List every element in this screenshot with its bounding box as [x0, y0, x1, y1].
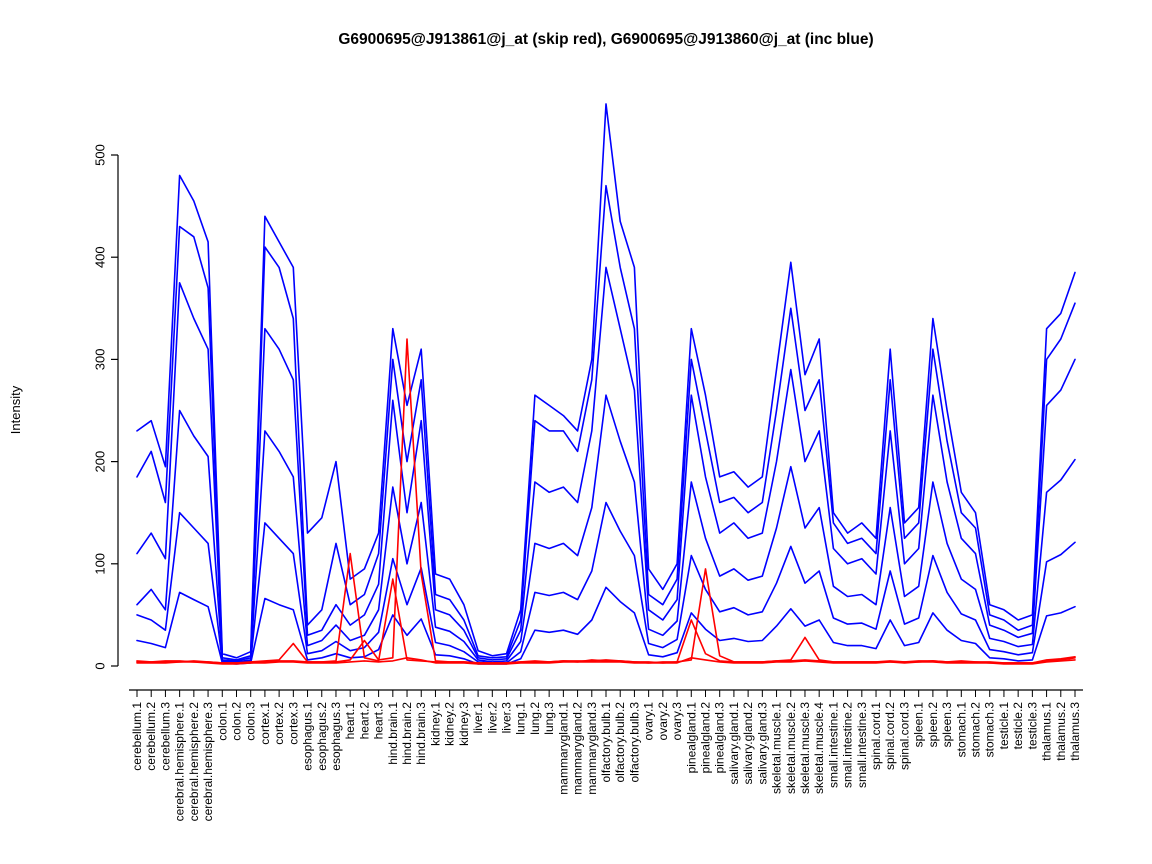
y-tick-label: 300	[93, 349, 108, 371]
series-line-inc-6	[136, 586, 1076, 665]
x-tick-label: cortex.3	[286, 702, 300, 745]
x-tick-label: salivary.gland.3	[755, 702, 769, 785]
x-tick-label: testicle.3	[1025, 702, 1039, 750]
x-tick-label: hind.brain.3	[414, 702, 428, 765]
x-tick-label: olfactory.bulb.3	[627, 702, 641, 783]
x-tick-label: spleen.1	[912, 702, 926, 748]
x-tick-label: thalamus.1	[1040, 702, 1054, 761]
x-tick-label: mammarygland.1	[556, 702, 570, 795]
x-tick-label: cortex.1	[258, 702, 272, 745]
x-tick-label: small.intestine.1	[826, 702, 840, 788]
x-tick-label: pinealgland.3	[713, 702, 727, 774]
x-tick-label: spleen.3	[940, 702, 954, 748]
series-line-inc-4	[136, 394, 1076, 663]
x-tick-label: esophagus.1	[301, 702, 315, 771]
x-tick-label: ovary.3	[670, 702, 684, 741]
x-tick-label: lung.1	[514, 702, 528, 735]
x-tick-label: cerebral.hemisphere.1	[173, 702, 187, 822]
x-tick-label: cortex.2	[272, 702, 286, 745]
y-tick-label: 200	[93, 451, 108, 473]
x-tick-label: heart.3	[372, 702, 386, 740]
x-tick-label: cerebral.hemisphere.2	[187, 702, 201, 822]
x-tick-label: spinal.cord.1	[869, 702, 883, 770]
x-tick-label: liver.1	[471, 702, 485, 734]
x-tick-label: colon.2	[229, 702, 243, 741]
x-tick-label: ovary.1	[642, 702, 656, 741]
series-line-inc-5	[136, 501, 1076, 664]
x-tick-label: kidney.1	[428, 702, 442, 746]
x-tick-label: stomach.1	[954, 702, 968, 758]
x-tick-label: olfactory.bulb.1	[599, 702, 613, 783]
x-tick-label: skeletal.muscle.2	[784, 702, 798, 794]
x-tick-label: olfactory.bulb.2	[613, 702, 627, 783]
series-line-inc-2	[136, 184, 1076, 661]
x-tick-label: hind.brain.2	[400, 702, 414, 765]
x-tick-label: testicle.1	[997, 702, 1011, 750]
chart-title: G6900695@J913861@j_at (skip red), G69006…	[338, 31, 873, 48]
x-tick-label: kidney.3	[457, 702, 471, 746]
x-tick-label: hind.brain.1	[386, 702, 400, 765]
x-tick-label: liver.2	[485, 702, 499, 734]
plot-area: 0 100 200 300 400 500 cerebellum.1 cerebellum.2…	[93, 103, 1083, 822]
x-tick-label: stomach.2	[969, 702, 983, 758]
x-tick-label: salivary.gland.2	[741, 702, 755, 785]
x-tick-label: ovary.2	[656, 702, 670, 741]
y-tick-label: 100	[93, 553, 108, 575]
x-tick-label: lung.2	[528, 702, 542, 735]
x-tick-label: thalamus.3	[1068, 702, 1082, 761]
x-tick-label: testicle.2	[1011, 702, 1025, 750]
x-tick-label: colon.3	[244, 702, 258, 741]
x-tick-label: small.intestine.3	[855, 702, 869, 788]
y-tick-label: 400	[93, 246, 108, 268]
x-tick-label: thalamus.2	[1054, 702, 1068, 761]
x-tick-label: spinal.cord.3	[897, 702, 911, 770]
x-tick-label: heart.2	[357, 702, 371, 740]
x-tick-label: heart.1	[343, 702, 357, 740]
x-tick-label: cerebellum.3	[158, 702, 172, 771]
y-axis-label: Intensity	[8, 385, 23, 434]
series-line-skip-3	[136, 656, 1076, 665]
x-tick-label: spleen.2	[926, 702, 940, 748]
series-line-skip-2	[136, 338, 1076, 664]
x-tick-label: mammarygland.3	[585, 702, 599, 795]
x-tick-label: stomach.3	[983, 702, 997, 758]
x-tick-label: esophagus.2	[315, 702, 329, 771]
y-tick-label: 0	[93, 662, 108, 669]
x-tick-label: pinealgland.1	[684, 702, 698, 774]
x-tick-label: salivary.gland.1	[727, 702, 741, 785]
x-tick-label: mammarygland.2	[571, 702, 585, 795]
series-line-inc-3	[136, 266, 1076, 662]
x-tick-label: skeletal.muscle.4	[812, 702, 826, 794]
y-tick-label: 500	[93, 144, 108, 166]
x-tick-label: pinealgland.2	[698, 702, 712, 774]
x-tick-label: cerebellum.2	[144, 702, 158, 771]
x-tick-label: spinal.cord.2	[883, 702, 897, 770]
series-line-inc-1	[136, 103, 1076, 659]
x-tick-label: cerebellum.1	[130, 702, 144, 771]
x-tick-label: skeletal.muscle.1	[770, 702, 784, 794]
x-tick-label: kidney.2	[443, 702, 457, 746]
x-tick-label: skeletal.muscle.3	[798, 702, 812, 794]
x-tick-label: cerebral.hemisphere.3	[201, 702, 215, 822]
series-line-skip-1	[136, 552, 1076, 664]
x-tick-label: liver.3	[500, 702, 514, 734]
x-tick-label: esophagus.3	[329, 702, 343, 771]
x-tick-label: lung.3	[542, 702, 556, 735]
x-tick-label: small.intestine.2	[841, 702, 855, 788]
x-tick-label: colon.1	[215, 702, 229, 741]
